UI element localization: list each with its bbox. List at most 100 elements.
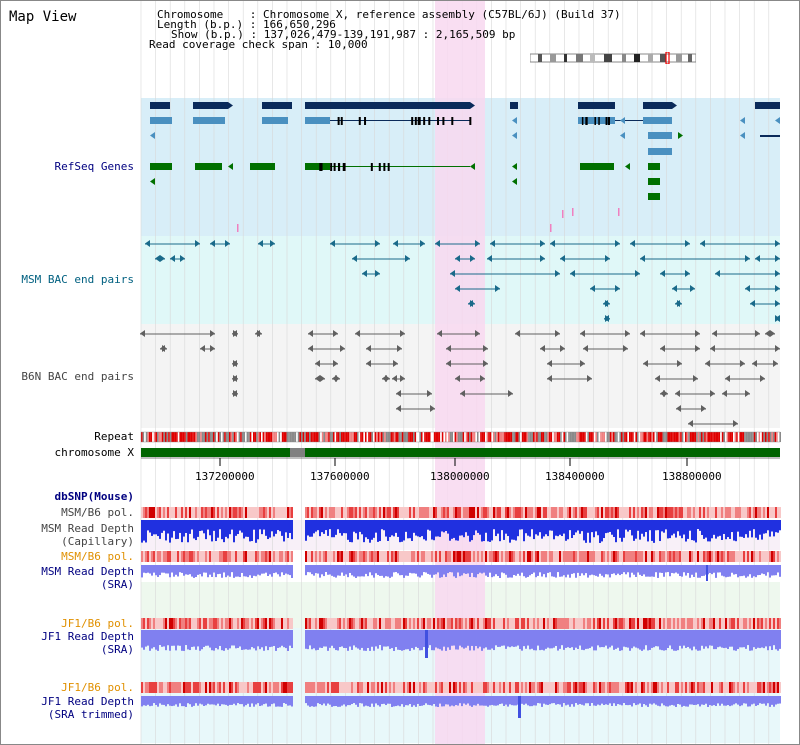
gene-arrow xyxy=(752,360,757,367)
track-label-msm-b6-pol-1[interactable]: MSM/B6 pol. xyxy=(61,506,134,519)
msm-depth-sra-bar xyxy=(235,565,237,577)
gene-arrow xyxy=(615,240,620,247)
track-label-jf1-depth-trim-1[interactable]: JF1 Read Depth xyxy=(41,695,134,708)
jf1-b6-pol2-cell xyxy=(155,682,157,693)
repeat-segment xyxy=(609,432,612,442)
jf1-depth-sra-bar xyxy=(385,630,387,647)
msm-b6-pol-cell xyxy=(607,507,609,518)
repeat-segment xyxy=(315,432,317,442)
jf1-b6-pol2-cell xyxy=(703,682,705,693)
jf1-depth-sra-bar xyxy=(393,630,395,651)
msm-depth-cap-bar xyxy=(291,520,293,540)
track-label-msm-depth-cap-1[interactable]: MSM Read Depth xyxy=(41,522,134,535)
msm-b6-pol-cell xyxy=(671,507,673,518)
msm-depth-cap-bar xyxy=(151,520,153,536)
repeat-segment xyxy=(165,432,167,442)
msm-depth-cap-bar xyxy=(423,520,425,540)
msm-depth-cap-bar xyxy=(225,520,227,537)
jf1-b6-pol2-cell xyxy=(585,682,587,693)
msm-depth-sra-bar xyxy=(415,565,417,574)
repeat-segment xyxy=(219,432,221,442)
repeat-segment xyxy=(377,432,380,442)
repeat-segment xyxy=(353,432,356,442)
track-label-jf1-b6-pol-1[interactable]: JF1/B6 pol. xyxy=(61,617,134,630)
msm-depth-sra-bar xyxy=(381,565,383,576)
msm-b6-pol-cell xyxy=(649,507,651,518)
msm-depth-sra-bar xyxy=(527,565,529,577)
jf1-depth-sra-bar xyxy=(423,630,425,648)
gene-arrow xyxy=(437,330,442,337)
msm-depth-cap-bar xyxy=(179,520,181,533)
msm-depth-sra-bar xyxy=(243,565,245,577)
msm-depth-sra-bar xyxy=(143,565,145,573)
msm-depth-sra-bar xyxy=(729,565,731,577)
msm-b6-pol2-cell xyxy=(263,551,265,562)
jf1-b6-pol-cell xyxy=(333,618,335,629)
jf1-depth-sra-bar xyxy=(561,630,563,646)
gene-arrow xyxy=(366,345,371,352)
gene-arrow xyxy=(760,375,765,382)
track-label-msm-bac[interactable]: MSM BAC end pairs xyxy=(21,273,134,286)
jf1-b6-pol2-cell xyxy=(415,682,417,693)
jf1-b6-pol2-cell xyxy=(753,682,755,693)
jf1-depth-sra-bar xyxy=(711,630,713,646)
repeat-segment xyxy=(352,432,354,442)
jf1-b6-pol2-cell xyxy=(689,682,691,693)
msm-depth-sra-bar xyxy=(719,565,721,573)
repeat-segment xyxy=(771,432,773,442)
track-label-jf1-depth-sra-1[interactable]: JF1 Read Depth xyxy=(41,630,134,643)
msm-b6-pol-cell xyxy=(391,507,393,518)
jf1-b6-pol2-cell xyxy=(261,682,263,693)
msm-b6-pol-cell xyxy=(349,507,351,518)
jf1-depth-sra-bar xyxy=(583,630,585,651)
repeat-segment xyxy=(371,432,373,442)
jf1-depth-trim-bar xyxy=(275,696,277,707)
repeat-segment xyxy=(531,432,533,442)
jf1-b6-pol-cell xyxy=(309,618,311,629)
track-label-msm-depth-sra-1[interactable]: MSM Read Depth xyxy=(41,565,134,578)
track-label-msm-b6-pol-2[interactable]: MSM/B6 pol. xyxy=(61,550,134,563)
msm-depth-sra-bar xyxy=(437,565,439,573)
track-label-jf1-b6-pol-2[interactable]: JF1/B6 pol. xyxy=(61,681,134,694)
track-label-refseq[interactable]: RefSeq Genes xyxy=(54,160,134,173)
msm-b6-pol2-cell xyxy=(291,551,293,562)
jf1-depth-trim-bar xyxy=(413,696,415,706)
msm-depth-sra-bar xyxy=(735,565,737,575)
msm-depth-sra-bar xyxy=(549,565,551,573)
jf1-depth-sra-bar xyxy=(321,630,323,648)
msm-depth-cap-bar xyxy=(383,520,385,531)
repeat-segment xyxy=(597,432,599,442)
jf1-b6-pol2-cell xyxy=(671,682,673,693)
repeat-segment xyxy=(451,432,453,442)
msm-depth-cap-bar xyxy=(605,520,607,534)
msm-b6-pol2-cell xyxy=(283,551,285,562)
gene-arrow xyxy=(663,390,668,397)
track-label-dbsnp[interactable]: dbSNP(Mouse) xyxy=(54,490,134,503)
repeat-segment xyxy=(545,432,548,442)
track-label-b6n-bac[interactable]: B6N BAC end pairs xyxy=(21,370,134,383)
jf1-depth-sra-bar xyxy=(141,630,143,648)
jf1-depth-trim-bar xyxy=(187,696,189,704)
track-label-repeat[interactable]: Repeat xyxy=(94,430,134,443)
jf1-b6-pol2-cell xyxy=(265,682,267,693)
msm-depth-sra-bar xyxy=(555,565,557,578)
msm-depth-cap-bar xyxy=(447,520,449,534)
msm-b6-pol-cell xyxy=(465,507,467,518)
msm-b6-pol-cell xyxy=(777,507,779,518)
jf1-b6-pol2-cell xyxy=(519,682,521,693)
repeat-segment xyxy=(417,432,420,442)
msm-depth-cap-bar xyxy=(563,520,565,534)
msm-b6-pol2-cell xyxy=(701,551,703,562)
jf1-depth-sra-bar xyxy=(747,630,749,646)
jf1-b6-pol-cell xyxy=(199,618,201,629)
jf1-b6-pol2-cell xyxy=(515,682,517,693)
msm-depth-cap-bar xyxy=(421,520,423,537)
msm-depth-sra-bar xyxy=(467,565,469,574)
jf1-depth-trim-bar xyxy=(231,696,233,705)
msm-depth-cap-bar xyxy=(565,520,567,541)
chromosome-ideogram[interactable] xyxy=(530,52,696,64)
jf1-depth-sra-bar xyxy=(479,630,481,647)
repeat-segment xyxy=(689,432,692,442)
repeat-segment xyxy=(633,432,636,442)
repeat-segment xyxy=(547,432,549,442)
